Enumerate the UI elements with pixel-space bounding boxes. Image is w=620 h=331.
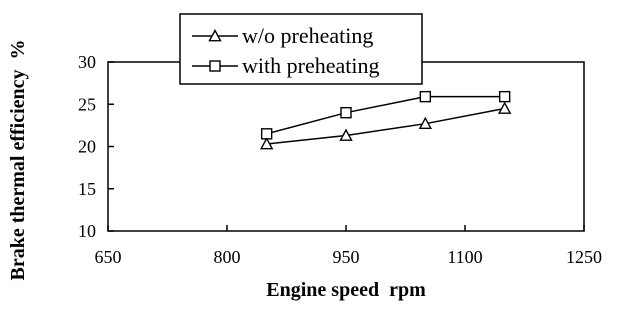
x-tick-label: 950	[333, 247, 360, 267]
y-tick-label: 25	[78, 94, 96, 114]
x-axis-title: Engine speed rpm	[266, 279, 426, 301]
y-axis-title: Brake thermal efficiency %	[7, 39, 29, 280]
legend-label: with preheating	[242, 53, 379, 78]
data-point	[498, 90, 511, 103]
series-1	[260, 90, 511, 140]
data-point	[260, 128, 273, 140]
data-point	[497, 101, 512, 114]
x-axis: 650 800 950 1100 1250	[95, 225, 602, 267]
data-point	[339, 128, 353, 141]
data-point	[340, 106, 352, 119]
series-line	[266, 107, 505, 145]
x-tick-label: 1100	[447, 247, 482, 267]
series-line	[266, 95, 505, 135]
series-layer	[259, 90, 512, 150]
y-tick-label: 10	[78, 221, 96, 241]
legend-item: w/o preheating	[192, 23, 373, 48]
data-point	[418, 116, 433, 130]
y-axis: 10 15 20 25 30	[78, 52, 114, 241]
data-point	[259, 136, 274, 150]
legend-item: with preheating	[192, 53, 379, 78]
legend-box	[179, 13, 423, 85]
plot-area	[107, 61, 585, 232]
legend-marker	[209, 60, 221, 72]
x-tick-label: 800	[214, 247, 241, 267]
data-point	[419, 90, 432, 103]
y-tick-label: 30	[78, 52, 96, 72]
legend-label: w/o preheating	[242, 23, 373, 48]
legend: w/o preheating with preheating	[179, 13, 423, 85]
x-tick-label: 650	[95, 247, 122, 267]
series-0	[259, 101, 512, 150]
y-tick-label: 15	[78, 179, 96, 199]
x-tick-label: 1250	[566, 247, 602, 267]
y-tick-label: 20	[78, 137, 96, 157]
legend-marker	[208, 29, 222, 42]
